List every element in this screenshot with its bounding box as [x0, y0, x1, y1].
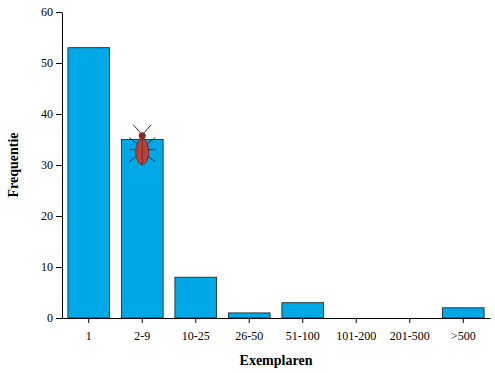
x-tick-mark [302, 318, 303, 323]
beetle-icon [129, 125, 155, 165]
beetle-body [136, 139, 149, 165]
y-tick-label: 20 [41, 209, 53, 223]
plot: 0 10 20 30 40 50 60 1 2-9 10-25 26-50 51-100 101-200… [41, 5, 491, 343]
x-tick: 2-9 [134, 318, 150, 343]
y-axis: 0 10 20 30 40 50 60 [41, 5, 63, 325]
x-tick-label: >500 [451, 329, 476, 343]
x-tick-label: 1 [86, 329, 92, 343]
y-tick-mark [56, 267, 62, 268]
x-tick-label: 26-50 [235, 329, 263, 343]
beetle-leg [147, 138, 155, 144]
y-tick: 0 [47, 311, 62, 325]
bars [68, 48, 484, 318]
x-tick-label: 10-25 [182, 329, 210, 343]
x-tick: >500 [451, 318, 476, 343]
x-tick-label: 101-200 [336, 329, 376, 343]
bar [228, 313, 270, 318]
y-axis-title: Frequentie [6, 132, 21, 197]
y-axis-line [62, 13, 63, 319]
x-tick-label: 51-100 [286, 329, 320, 343]
x-tick: 51-100 [286, 318, 320, 343]
x-tick: 26-50 [235, 318, 263, 343]
y-tick-mark [56, 114, 62, 115]
y-tick-mark [56, 165, 62, 166]
y-tick: 30 [41, 158, 62, 172]
bar [282, 303, 324, 318]
x-tick-mark [195, 318, 196, 323]
y-tick-mark [56, 216, 62, 217]
y-tick: 40 [41, 107, 62, 121]
x-axis: 1 2-9 10-25 26-50 51-100 101-200 201-500 >500 [63, 318, 491, 343]
y-tick: 50 [41, 56, 62, 70]
y-tick: 60 [41, 5, 62, 19]
y-tick-label: 50 [41, 56, 53, 70]
x-tick-mark [249, 318, 250, 323]
x-tick: 10-25 [182, 318, 210, 343]
bar [68, 48, 110, 318]
bar [175, 277, 217, 318]
beetle-leg [144, 125, 151, 133]
y-tick-mark [56, 318, 62, 319]
x-axis-line [63, 318, 491, 319]
x-tick-label: 2-9 [134, 329, 150, 343]
x-tick-mark [356, 318, 357, 323]
beetle-seam [142, 140, 143, 165]
bar [442, 308, 484, 318]
x-tick-mark [463, 318, 464, 323]
x-tick: 101-200 [336, 318, 376, 343]
beetle-leg [129, 138, 137, 144]
beetle-head [139, 132, 146, 139]
x-tick-mark [409, 318, 410, 323]
y-tick-mark [56, 63, 62, 64]
y-tick-label: 60 [41, 5, 53, 19]
y-tick-label: 10 [41, 260, 53, 274]
y-tick-label: 40 [41, 107, 53, 121]
y-tick: 10 [41, 260, 62, 274]
beetle-leg [133, 125, 140, 133]
x-tick-mark [88, 318, 89, 323]
bar [121, 140, 163, 319]
y-tick-label: 0 [47, 311, 53, 325]
x-tick-label: 201-500 [390, 329, 430, 343]
chart: 0 10 20 30 40 50 60 1 2-9 10-25 26-50 51-100 101-200… [0, 0, 495, 373]
y-tick-mark [56, 12, 62, 13]
y-tick-label: 30 [41, 158, 53, 172]
x-tick: 201-500 [390, 318, 430, 343]
x-axis-title: Exemplaren [240, 353, 313, 368]
y-tick: 20 [41, 209, 62, 223]
x-tick-mark [142, 318, 143, 323]
x-tick: 1 [86, 318, 92, 343]
